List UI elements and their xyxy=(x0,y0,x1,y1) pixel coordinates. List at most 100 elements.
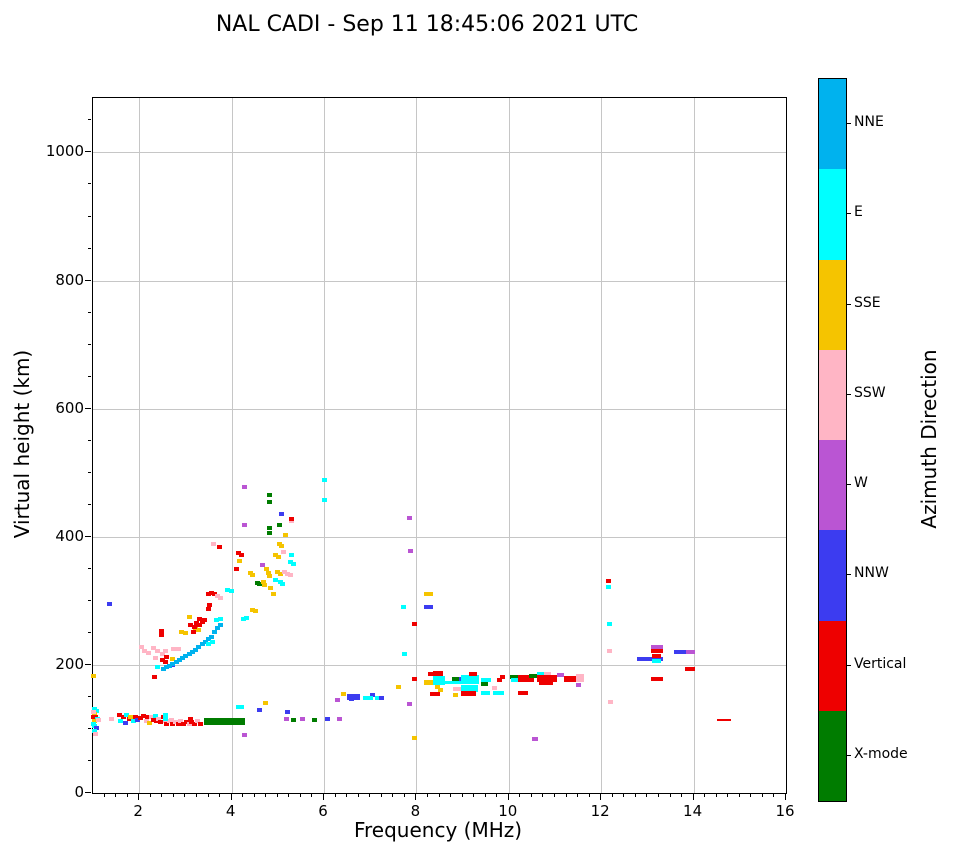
y-major-tick xyxy=(85,279,91,281)
gridline-x xyxy=(231,98,233,793)
data-point xyxy=(163,713,169,718)
data-point xyxy=(189,650,195,655)
colorbar-segment-nne xyxy=(819,79,846,170)
data-point xyxy=(141,714,147,719)
data-point xyxy=(282,570,288,574)
data-point xyxy=(249,607,255,612)
x-major-tick xyxy=(600,794,602,800)
y-minor-tick xyxy=(88,247,91,249)
data-point xyxy=(106,602,112,607)
data-point xyxy=(216,545,222,550)
data-point xyxy=(289,552,295,557)
data-point xyxy=(180,655,186,660)
data-point xyxy=(243,616,249,621)
data-point xyxy=(218,595,223,600)
x-minor-tick xyxy=(681,794,683,797)
data-point xyxy=(225,587,231,592)
data-point xyxy=(215,593,221,598)
data-bar xyxy=(203,718,245,726)
x-minor-tick xyxy=(288,794,290,797)
y-minor-tick xyxy=(88,471,91,473)
data-point xyxy=(434,684,440,689)
gridline-y xyxy=(93,152,786,154)
y-minor-tick xyxy=(88,631,91,633)
colorbar-segment-x-mode xyxy=(819,710,846,801)
x-minor-tick xyxy=(115,794,117,797)
data-point xyxy=(118,718,124,723)
x-minor-tick xyxy=(172,794,174,797)
data-point xyxy=(151,675,157,680)
data-point xyxy=(278,544,284,549)
colorbar-segment-sse xyxy=(819,259,846,350)
data-point xyxy=(247,570,253,575)
data-bar xyxy=(461,675,479,685)
data-point xyxy=(270,592,276,597)
data-point xyxy=(120,715,126,720)
data-point xyxy=(605,578,611,583)
data-point xyxy=(262,582,268,587)
colorbar-tick xyxy=(846,664,851,666)
data-point xyxy=(169,722,175,727)
y-minor-tick xyxy=(88,599,91,601)
data-point xyxy=(162,659,168,664)
x-minor-tick xyxy=(265,794,267,797)
data-point xyxy=(500,675,506,680)
data-point xyxy=(266,492,272,497)
data-point xyxy=(263,566,269,571)
data-point xyxy=(236,705,242,710)
x-minor-tick xyxy=(588,794,590,797)
data-point xyxy=(606,621,612,626)
data-point xyxy=(406,515,412,520)
data-point xyxy=(196,616,202,621)
data-point xyxy=(108,716,114,721)
data-point xyxy=(401,604,407,609)
data-point xyxy=(492,685,498,690)
data-point xyxy=(265,570,271,575)
data-bar xyxy=(686,650,695,655)
data-point xyxy=(151,646,157,651)
data-point xyxy=(267,574,273,579)
data-point xyxy=(457,676,463,681)
y-major-tick xyxy=(85,792,91,793)
colorbar-segment-nnw xyxy=(819,530,846,621)
colorbar-tick-label: X-mode xyxy=(854,745,908,762)
data-point xyxy=(192,721,198,726)
x-minor-tick xyxy=(253,794,255,797)
colorbar-tick-label: W xyxy=(854,475,868,492)
gridline-x xyxy=(601,98,603,793)
x-minor-tick xyxy=(634,794,636,797)
gridline-y xyxy=(93,664,786,666)
colorbar-tick xyxy=(846,303,851,305)
data-point xyxy=(312,717,318,722)
data-point xyxy=(237,559,243,564)
data-point xyxy=(605,584,611,589)
data-point xyxy=(163,717,169,722)
data-bar xyxy=(536,671,544,676)
data-point xyxy=(170,657,176,662)
x-minor-tick xyxy=(577,794,579,797)
data-point xyxy=(266,526,272,531)
data-point xyxy=(123,713,129,718)
data-point xyxy=(202,618,208,623)
gridline-y xyxy=(93,280,786,282)
data-bar xyxy=(347,693,361,700)
data-point xyxy=(172,719,178,724)
x-minor-tick xyxy=(369,794,371,797)
data-point xyxy=(497,677,503,682)
data-bar xyxy=(543,671,552,676)
x-minor-tick xyxy=(611,794,613,797)
data-point xyxy=(411,621,417,626)
data-point xyxy=(146,720,152,725)
y-minor-tick xyxy=(88,311,91,313)
data-point xyxy=(145,715,151,720)
data-point xyxy=(158,719,164,724)
data-point xyxy=(186,652,192,656)
data-point xyxy=(280,549,286,554)
data-bar xyxy=(510,675,519,680)
data-point xyxy=(427,671,433,676)
y-tick-label: 0 xyxy=(74,783,84,801)
data-point xyxy=(189,719,195,724)
data-point xyxy=(241,522,247,527)
colorbar-tick-label: Vertical xyxy=(854,655,907,672)
data-point xyxy=(272,553,278,558)
